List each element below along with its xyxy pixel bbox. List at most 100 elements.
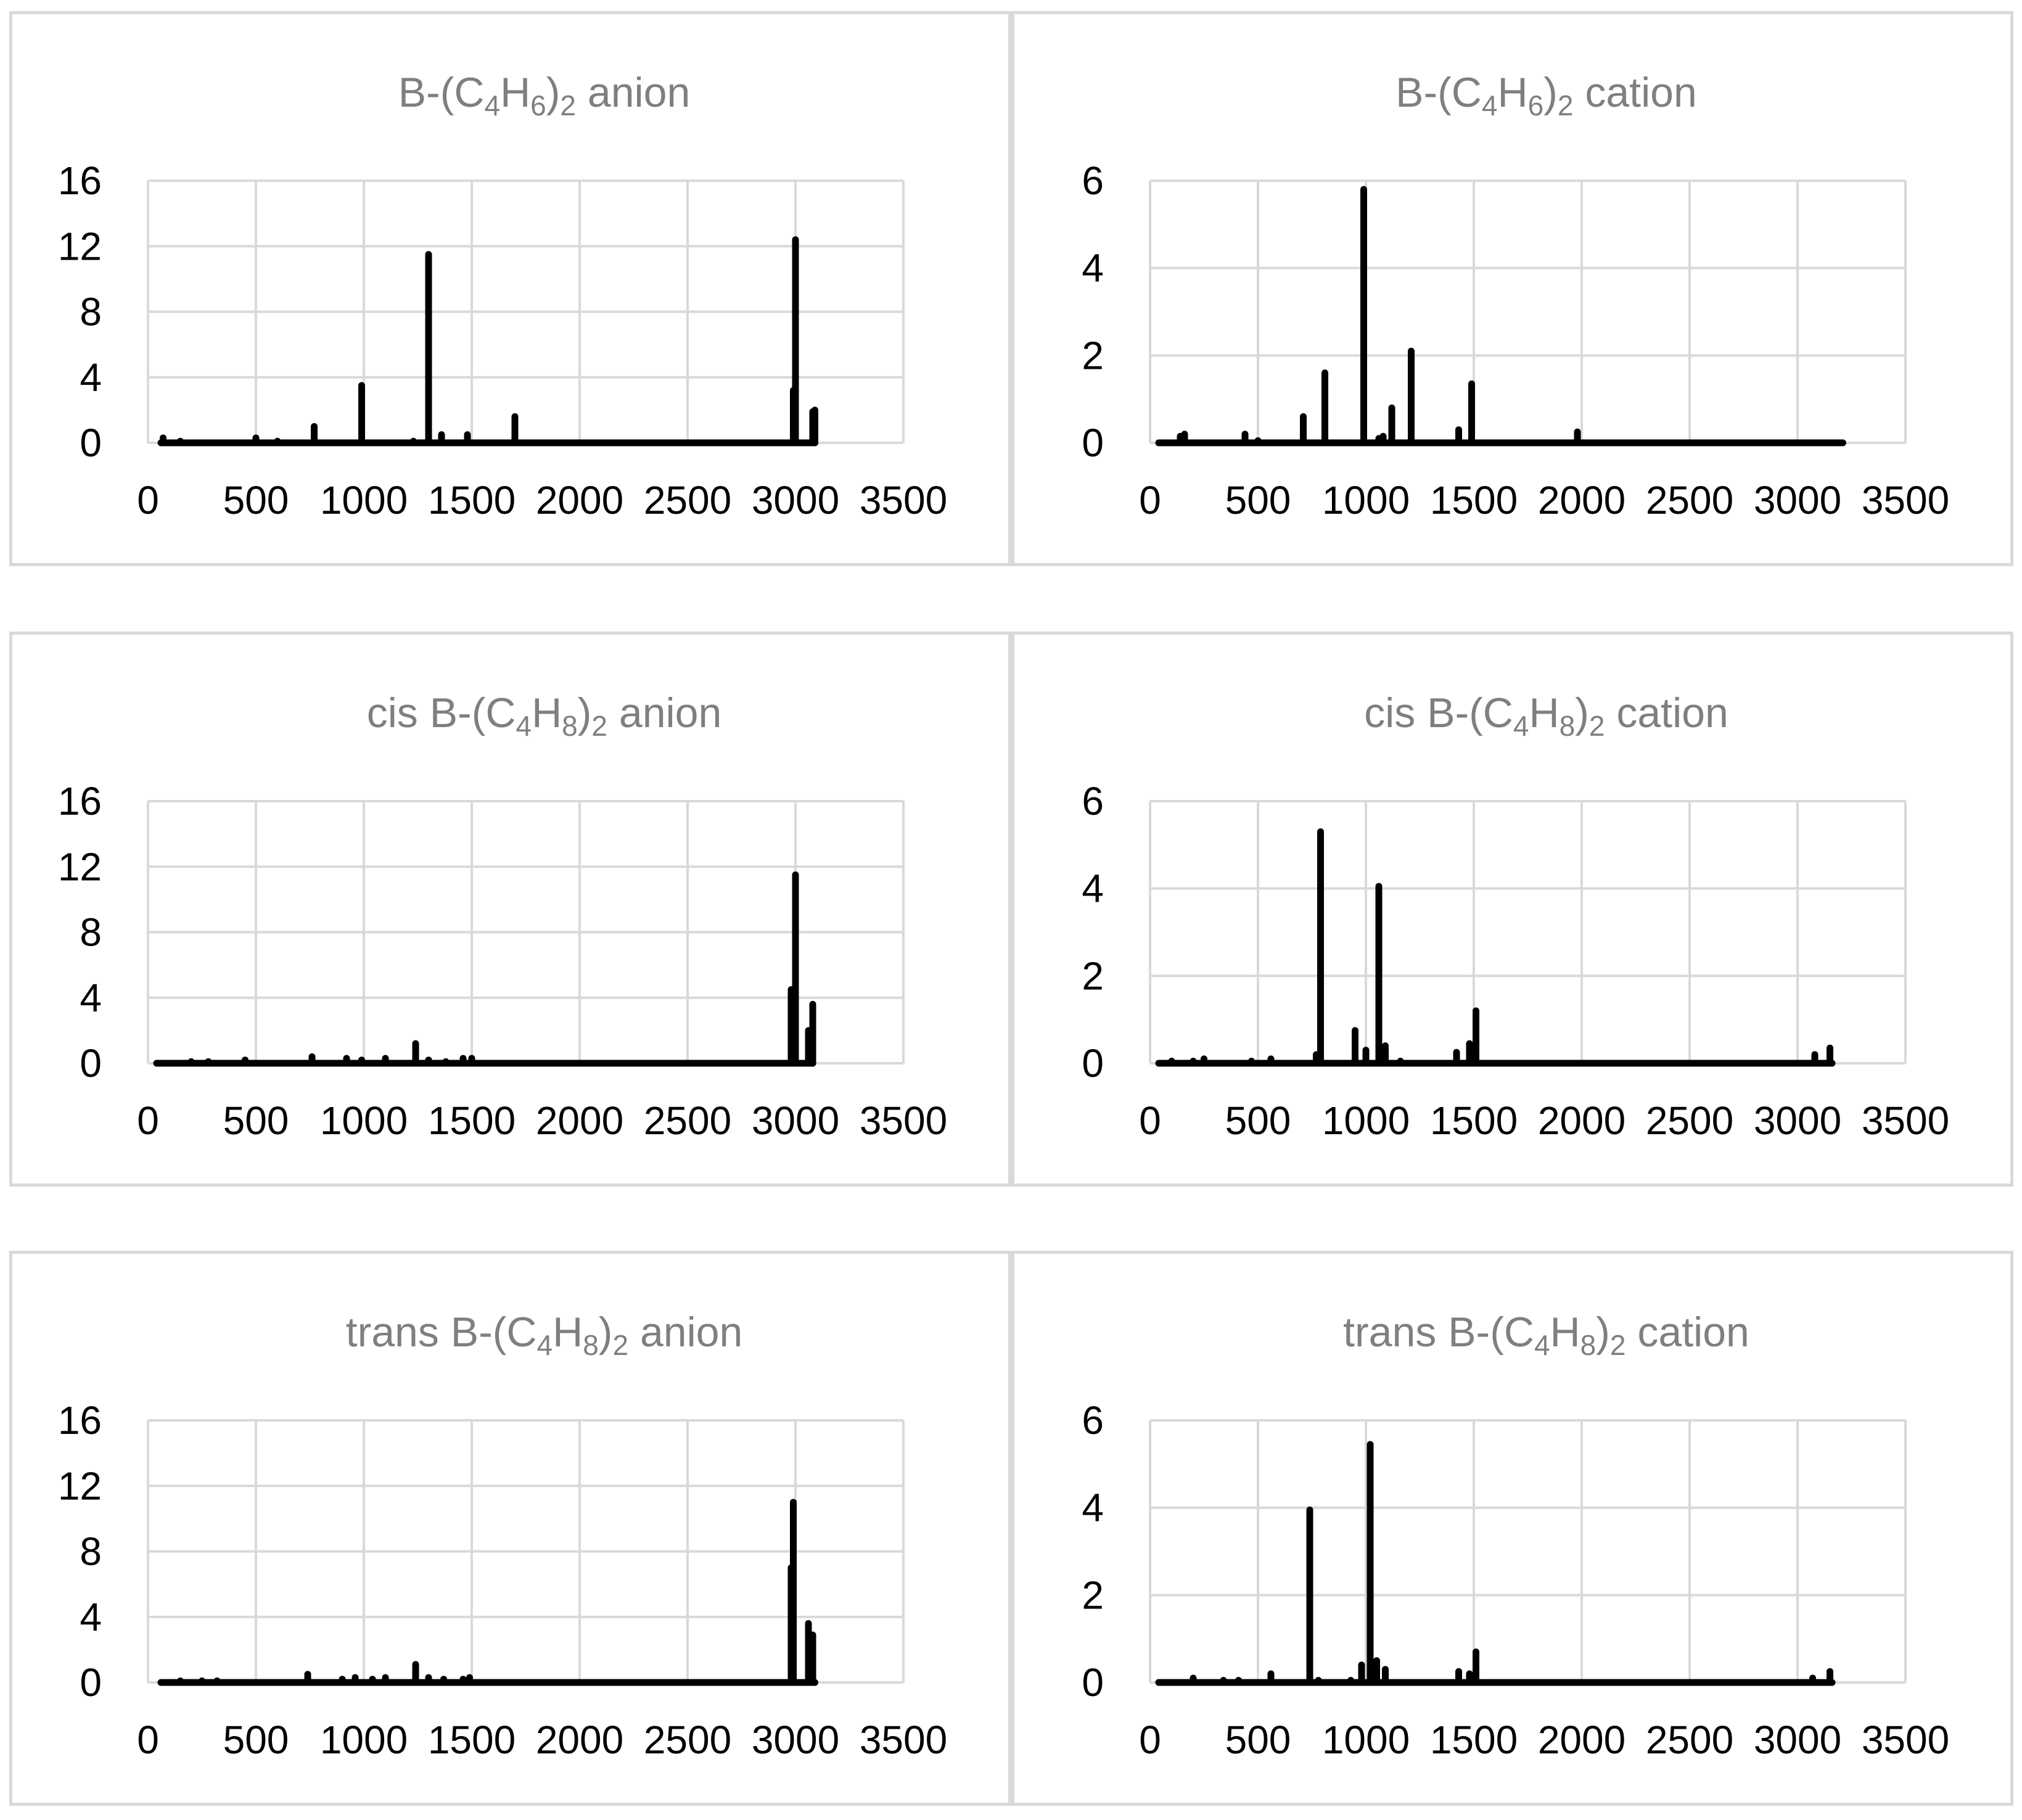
x-tick-label: 3500 (1862, 478, 1949, 522)
chart-title-part: 2 (560, 89, 576, 121)
chart-title-part: cation (1605, 690, 1728, 736)
chart-title-part: ) (1543, 69, 1558, 116)
x-tick-label: 0 (1139, 1098, 1161, 1143)
chart-title-part: H (532, 690, 562, 736)
x-tick-label: 0 (137, 478, 159, 522)
chart-title-part: cis B-(C (1364, 690, 1513, 736)
chart-title-part: ) (546, 69, 561, 116)
chart-title-part: 8 (583, 1329, 599, 1361)
chart-title-part: trans B-(C (346, 1309, 537, 1356)
chart-panel-1: B-(C4H6)2 anion 0 500 1000 1500 2000 2500 3000 3… (9, 11, 1011, 566)
x-tick-label: 2500 (1646, 1098, 1733, 1143)
y-tick-label: 4 (1082, 1486, 1104, 1530)
chart-title-part: H (553, 1309, 583, 1356)
x-tick-label: 500 (223, 1718, 289, 1762)
chart-title-part: cation (1573, 69, 1696, 116)
x-tick-label: 1000 (320, 478, 408, 522)
y-tick-label: 12 (58, 1464, 102, 1508)
y-tick-label: 16 (58, 159, 102, 203)
y-tick-label: 8 (80, 1530, 102, 1574)
x-tick-label: 1500 (1430, 1098, 1518, 1143)
chart-title-part: 4 (1534, 1329, 1550, 1361)
x-tick-label: 2500 (644, 1718, 731, 1762)
chart-title-part: 4 (1513, 710, 1529, 742)
x-tick-label: 0 (137, 1718, 159, 1762)
chart-title-part: 8 (1560, 710, 1576, 742)
x-tick-label: 1500 (428, 1718, 516, 1762)
x-tick-label: 1000 (320, 1718, 408, 1762)
x-tick-label: 3500 (1862, 1718, 1949, 1762)
chart-title-part: H (1550, 1309, 1580, 1356)
chart-title-part: 2 (1589, 710, 1605, 742)
x-tick-label: 3000 (1754, 478, 1841, 522)
x-tick-label: 500 (223, 1098, 289, 1143)
y-tick-label: 8 (80, 290, 102, 334)
chart-title-part: 4 (516, 710, 532, 742)
x-tick-label: 3500 (860, 1098, 947, 1143)
chart-title-part: H (1498, 69, 1528, 116)
x-tick-label: 1000 (320, 1098, 408, 1143)
chart-panel-6: trans B-(C4H8)2 cation 0 500 1000 1500 2000 25… (1011, 1251, 2013, 1806)
x-tick-label: 3000 (752, 478, 839, 522)
x-tick-label: 2000 (1538, 478, 1625, 522)
chart-title-part: 6 (530, 89, 546, 121)
x-tick-label: 500 (1225, 478, 1291, 522)
chart-title-part: 2 (1610, 1329, 1626, 1361)
chart-title-part: H (500, 69, 530, 116)
y-tick-label: 4 (1082, 867, 1104, 911)
chart-title-part: ) (599, 1309, 613, 1356)
y-tick-label: 0 (80, 1041, 102, 1085)
x-tick-label: 1500 (428, 478, 516, 522)
x-tick-label: 2500 (1646, 1718, 1733, 1762)
x-tick-label: 2000 (536, 1098, 623, 1143)
x-tick-label: 2500 (1646, 478, 1733, 522)
chart-svg: trans B-(C4H8)2 anion 0 500 1000 1500 2000 250… (58, 1309, 947, 1762)
chart-title-part: 8 (1580, 1329, 1597, 1361)
x-tick-label: 1500 (1430, 478, 1518, 522)
x-tick-label: 1000 (1322, 1098, 1410, 1143)
y-tick-label: 0 (80, 421, 102, 465)
chart-title-part: H (1529, 690, 1560, 736)
x-tick-label: 2000 (536, 1718, 623, 1762)
chart-title-part: ) (578, 690, 592, 736)
y-tick-label: 16 (58, 1398, 102, 1443)
chart-title: cis B-(C4H8)2 cation (1364, 690, 1728, 742)
y-tick-label: 0 (80, 1660, 102, 1705)
y-tick-label: 2 (1082, 333, 1104, 377)
chart-title-part: 8 (562, 710, 578, 742)
y-tick-label: 12 (58, 224, 102, 268)
y-tick-label: 4 (80, 976, 102, 1020)
chart-panel-4: cis B-(C4H8)2 cation 0 500 1000 1500 2000 2500… (1011, 632, 2013, 1187)
x-tick-label: 1000 (1322, 1718, 1410, 1762)
y-tick-label: 0 (1082, 421, 1104, 465)
chart-title-part: cis B-(C (367, 690, 516, 736)
chart-panel-3: cis B-(C4H8)2 anion 0 500 1000 1500 2000 2500 3… (9, 632, 1011, 1187)
chart-title: B-(C4H6)2 anion (398, 69, 691, 121)
x-tick-label: 3000 (752, 1098, 839, 1143)
y-tick-label: 2 (1082, 1573, 1104, 1617)
chart-title-part: cation (1626, 1309, 1749, 1356)
chart-title-part: trans B-(C (1343, 1309, 1534, 1356)
y-tick-label: 16 (58, 779, 102, 823)
chart-title-part: 2 (591, 710, 607, 742)
x-tick-label: 3500 (860, 478, 947, 522)
chart-title-part: anion (607, 690, 721, 736)
chart-title-part: 2 (1558, 89, 1574, 121)
x-tick-label: 0 (1139, 478, 1161, 522)
chart-title-part: 6 (1528, 89, 1544, 121)
y-tick-label: 2 (1082, 953, 1104, 998)
y-tick-label: 8 (80, 910, 102, 955)
x-tick-label: 2000 (1538, 1098, 1625, 1143)
y-tick-label: 6 (1082, 1398, 1104, 1443)
chart-title-part: anion (628, 1309, 742, 1356)
y-tick-label: 12 (58, 844, 102, 889)
x-tick-label: 1500 (428, 1098, 516, 1143)
chart-title: trans B-(C4H8)2 anion (346, 1309, 743, 1361)
chart-title: trans B-(C4H8)2 cation (1343, 1309, 1749, 1361)
y-tick-label: 6 (1082, 779, 1104, 823)
